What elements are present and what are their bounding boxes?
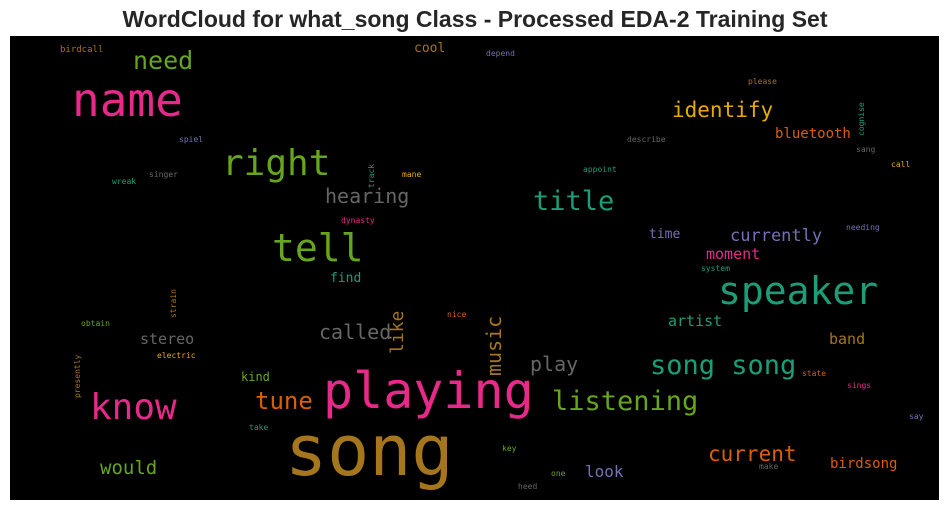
cloud-word: spiel — [179, 135, 204, 144]
cloud-word: music — [482, 315, 506, 376]
cloud-word: birdsong — [830, 456, 898, 472]
cloud-word: appoint — [583, 165, 617, 174]
wordcloud-canvas: song playing name speaker tell know right song … — [10, 36, 939, 500]
cloud-word: presently — [73, 354, 82, 398]
cloud-word: obtain — [81, 319, 110, 328]
cloud-word: please — [748, 77, 777, 86]
cloud-word: artist — [668, 312, 723, 330]
cloud-word: hearing — [325, 184, 410, 208]
cloud-word: birdcall — [60, 45, 104, 55]
cloud-word: speaker — [718, 269, 879, 313]
cloud-word: moment — [706, 245, 761, 263]
cloud-word: say — [909, 412, 924, 421]
cloud-word: nice — [447, 310, 467, 319]
cloud-word: kind — [241, 370, 270, 384]
cloud-word: bluetooth — [775, 126, 851, 142]
cloud-word: name — [72, 73, 183, 127]
cloud-word: tune — [255, 387, 313, 415]
cloud-word: wreak — [112, 177, 137, 186]
cloud-word: call — [891, 160, 911, 169]
cloud-word: electric — [157, 351, 196, 360]
cloud-word: singer — [149, 170, 178, 179]
cloud-word: time — [649, 227, 681, 242]
cloud-word: song — [285, 410, 454, 492]
cloud-word: system — [701, 264, 730, 273]
cloud-word: key — [502, 444, 517, 453]
cloud-word: tell — [272, 226, 364, 270]
cloud-word: listening — [552, 386, 699, 417]
cloud-word: state — [802, 369, 827, 378]
cloud-word: like — [387, 310, 408, 354]
cloud-word: strain — [169, 289, 178, 318]
cloud-word: need — [133, 46, 194, 75]
cloud-word: current — [708, 442, 797, 466]
cloud-word: describe — [627, 135, 666, 144]
cloud-word: stereo — [140, 330, 195, 348]
cloud-word: dynasty — [341, 216, 375, 225]
cloud-word: depend — [486, 49, 515, 58]
cloud-word: take — [249, 423, 269, 432]
cloud-word: cool — [414, 41, 446, 56]
cloud-word: currently — [730, 226, 823, 246]
cloud-word: would — [100, 457, 158, 479]
cloud-word: mane — [402, 170, 422, 179]
cloud-word: title — [533, 186, 615, 217]
cloud-word: sang — [856, 145, 876, 154]
cloud-word: find — [330, 271, 362, 286]
cloud-word: band — [829, 330, 866, 348]
chart-title: WordCloud for what_song Class - Processe… — [122, 6, 828, 32]
cloud-word: one — [551, 469, 566, 478]
cloud-word: make — [759, 462, 779, 471]
cloud-word: know — [90, 387, 177, 428]
cloud-word: heed — [518, 482, 538, 491]
cloud-word: track — [367, 163, 376, 188]
cloud-word: playing — [323, 362, 534, 420]
cloud-word: called — [319, 320, 392, 344]
cloud-word: sings — [847, 381, 872, 390]
cloud-word: right — [222, 143, 331, 184]
cloud-word: cognise — [857, 102, 866, 136]
cloud-word: needing — [846, 223, 880, 232]
cloud-word: song song — [650, 350, 797, 381]
cloud-word: play — [530, 352, 579, 376]
cloud-word: identify — [672, 98, 774, 122]
cloud-word: look — [585, 462, 624, 481]
